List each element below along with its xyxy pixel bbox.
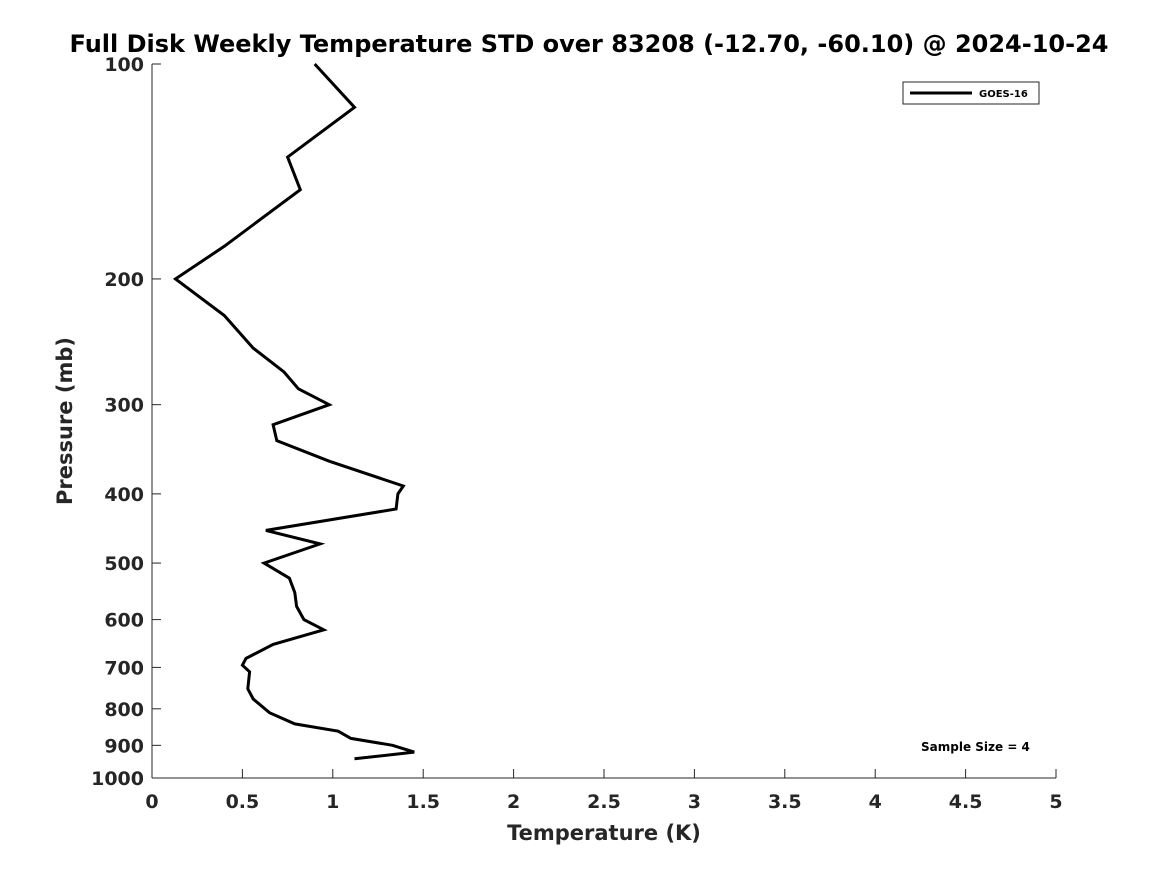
series-line-goes-16: [172, 62, 415, 761]
x-tick-label: 2.5: [587, 791, 621, 813]
sample-size-annotation: Sample Size = 4: [921, 740, 1030, 754]
x-tick-label: 0.5: [226, 791, 260, 813]
x-tick-label: 3: [688, 791, 701, 813]
x-tick-label: 1.5: [406, 791, 440, 813]
x-tick-label: 4: [869, 791, 882, 813]
chart-title: Full Disk Weekly Temperature STD over 83…: [70, 30, 1109, 58]
y-tick-label: 400: [104, 484, 144, 506]
y-tick-label: 300: [104, 395, 144, 417]
x-tick-label: 5: [1049, 791, 1062, 813]
y-tick-label: 600: [104, 610, 144, 632]
legend-label-goes-16: GOES-16: [979, 89, 1028, 100]
y-axis-label: Pressure (mb): [53, 337, 77, 505]
y-tick-label: 900: [104, 735, 144, 757]
plot-area: 0 0.5 1 1.5 2 2.5 3 3.5 4 4.5 5 100 200 300 400 500 600…: [91, 54, 1063, 813]
legend: GOES-16: [902, 81, 1040, 105]
y-tick-label: 100: [104, 54, 144, 76]
y-tick-label: 1000: [91, 768, 144, 790]
x-tick-label: 3.5: [768, 791, 802, 813]
y-tick-label: 700: [104, 657, 144, 679]
x-tick-label: 1: [326, 791, 339, 813]
x-tick-label: 0: [145, 791, 158, 813]
x-tick-label: 2: [507, 791, 520, 813]
y-tick-label: 500: [104, 553, 144, 575]
series-layer: [172, 62, 415, 761]
y-axis-ticks: 100 200 300 400 500 600 700 800 900 1000: [91, 54, 161, 790]
y-tick-label: 800: [104, 699, 144, 721]
x-axis-ticks: 0 0.5 1 1.5 2 2.5 3 3.5 4 4.5 5: [145, 769, 1063, 813]
x-axis-label: Temperature (K): [507, 821, 701, 845]
x-tick-label: 4.5: [949, 791, 983, 813]
y-tick-label: 200: [104, 269, 144, 291]
